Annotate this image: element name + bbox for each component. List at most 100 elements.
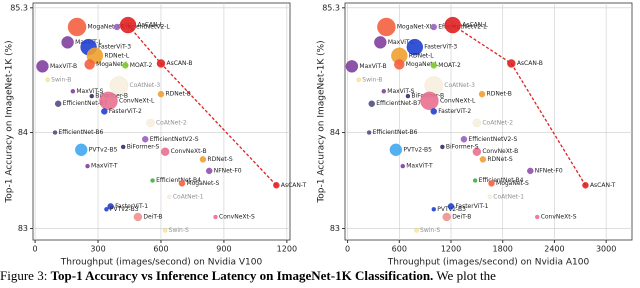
point-label: EfficientNet-B7 <box>63 100 108 107</box>
point-label: CoAtNet-2 <box>156 119 187 126</box>
point-label: MogaNet-XL <box>397 23 434 30</box>
point-label: CoAtNet-1 <box>493 193 524 200</box>
point-label: MogaNet-XL <box>88 23 125 30</box>
point-label: PVTv2-B5 <box>403 146 432 153</box>
point-label: RDNet-S <box>207 156 232 163</box>
bubble <box>119 16 137 34</box>
bubble <box>478 90 486 98</box>
x-tick-label: 600 <box>153 245 168 254</box>
bubble <box>394 59 405 70</box>
point-label: MaxViT-S <box>76 88 103 95</box>
bubble <box>345 60 359 73</box>
point-label: MaxViT-T <box>91 163 118 170</box>
point-label: EfficientNet-B6 <box>59 129 104 136</box>
bubble <box>488 180 495 187</box>
x-tick-label: 3000 <box>596 245 616 254</box>
caption-prefix: Figure 3: <box>0 268 48 283</box>
bubble <box>374 36 387 49</box>
point-label: PVTv2-B3 <box>437 206 466 213</box>
bubble <box>84 59 95 70</box>
x-tick-label: 0 <box>345 245 350 254</box>
point-label: FasterViT-3 <box>98 44 131 51</box>
plot-frame <box>344 2 633 241</box>
bubble <box>167 194 172 200</box>
bubble <box>160 147 170 156</box>
bubble <box>389 143 403 157</box>
point-label: AsCAN-L <box>462 22 488 29</box>
bubble <box>89 93 94 99</box>
point-label: CoAtNet-1 <box>173 193 204 200</box>
bubble <box>414 228 419 233</box>
bubble <box>534 214 540 220</box>
bubble <box>157 90 165 98</box>
figure: 0 300 600 900 1200 83 84 85.3 Throughput (images… <box>5 2 633 268</box>
bubble <box>146 118 155 128</box>
bubble <box>430 108 437 115</box>
point-label: MOAT-2 <box>438 62 461 69</box>
bubble <box>109 76 129 95</box>
point-label: ConvNeXt-S <box>541 213 577 220</box>
point-label: AsCAN-T <box>281 182 307 189</box>
y-axis-label: Top-1 Accuracy on ImageNet-1K (%) <box>317 40 327 203</box>
point-label: MaxViT-T <box>406 163 433 170</box>
point-label: ConvNeXt-B <box>482 148 518 155</box>
point-label: BiFormer-S <box>446 143 479 150</box>
bubble <box>162 228 168 233</box>
point-label: RDNet-L <box>409 52 434 59</box>
bubble <box>52 130 58 135</box>
x-axis-label: Throughput (images/second) on Nvidia V10… <box>60 258 263 268</box>
point-label: BiFormer-S <box>127 143 160 150</box>
x-tick-label: 2400 <box>544 245 564 254</box>
bubble <box>75 143 88 157</box>
point-label: PVTv2-B5 <box>89 146 118 153</box>
point-label: ConvNeXt-B <box>171 148 207 155</box>
point-label: Swin-B <box>362 76 382 83</box>
bubble <box>54 100 62 107</box>
x-tick-label: 600 <box>392 245 407 254</box>
bubble <box>472 178 478 183</box>
point-label: EfficientNetV2-S <box>150 136 199 143</box>
caption-bold: Top-1 Accuracy vs Inference Latency on I… <box>50 268 434 283</box>
point-label: AsCAN-L <box>138 22 164 29</box>
frontier-line <box>452 24 587 186</box>
point-label: Swin-S <box>420 227 440 234</box>
plot: 0 600 1200 1800 2400 3000 83 84 85.3 Throughput (… <box>317 2 633 268</box>
point-label: FasterViT-2 <box>438 108 471 115</box>
bubble <box>479 156 487 163</box>
y-tick-label: 83 <box>330 224 340 233</box>
bubble <box>507 59 516 68</box>
point-label: CoAtNet-3 <box>130 82 161 89</box>
bubble <box>405 93 411 99</box>
caption: Figure 3: Top-1 Accuracy vs Inference La… <box>0 268 640 284</box>
point-label: EfficientNet-B6 <box>373 129 418 136</box>
x-tick-label: 0 <box>33 245 38 254</box>
x-tick-label: 1800 <box>493 245 513 254</box>
plot: 0 300 600 900 1200 83 84 85.3 Throughput (images… <box>5 2 307 268</box>
point-label: ConvNeXt-L <box>119 97 155 104</box>
point-label: DeiT-B <box>143 213 162 220</box>
point-label: FasterViT-2 <box>109 108 142 115</box>
bubble <box>122 62 129 69</box>
point-label: MogaNet-S <box>496 180 529 187</box>
point-label: AsCAN-T <box>590 182 616 189</box>
bubble <box>61 36 74 49</box>
point-label: ConvNeXt-S <box>219 213 255 220</box>
bubble <box>368 100 375 107</box>
bubble <box>487 194 492 200</box>
bubble <box>472 118 482 128</box>
point-label: FasterViT-3 <box>424 44 457 51</box>
bubble <box>472 147 482 156</box>
bubble <box>113 23 121 31</box>
y-tick-label: 84 <box>330 128 340 137</box>
bubble <box>582 182 589 189</box>
bubble <box>273 182 280 189</box>
bubble <box>406 38 424 56</box>
plot-frame <box>32 2 291 241</box>
bubble <box>121 144 126 150</box>
bubble <box>101 108 108 115</box>
point-label: EfficientNet-B4 <box>156 177 201 184</box>
point-label: FasterViT-1 <box>456 203 489 210</box>
bubble <box>420 91 439 111</box>
bubble <box>133 212 143 222</box>
